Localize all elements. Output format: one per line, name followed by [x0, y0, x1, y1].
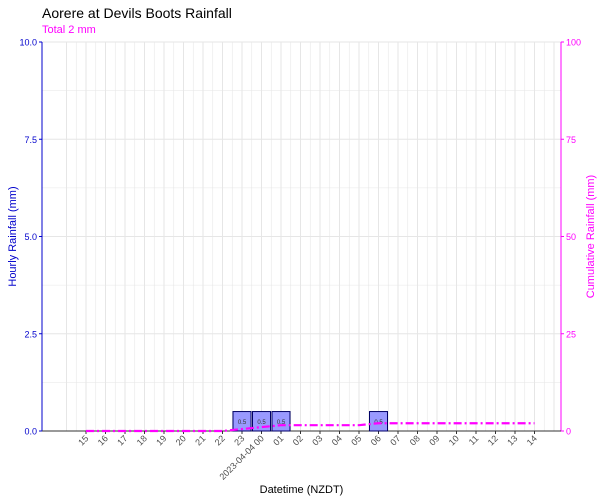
bar-value-label: 0.5 [257, 420, 266, 426]
x-tick-label: 04 [330, 433, 344, 447]
y2-tick-label: 0 [566, 427, 571, 437]
x-tick-label: 11 [467, 433, 481, 447]
x-tick-label: 22 [213, 433, 227, 447]
x-tick-label: 16 [96, 433, 110, 447]
x-tick-label: 01 [271, 433, 285, 447]
y2-tick-label: 100 [566, 38, 581, 48]
y-tick-label: 10.0 [19, 38, 37, 48]
x-axis-title: Datetime (NZDT) [260, 484, 344, 496]
x-tick-label: 12 [486, 433, 500, 447]
x-tick-label: 07 [388, 433, 402, 447]
y-tick-label: 5.0 [24, 232, 37, 242]
x-tick-label: 21 [193, 433, 207, 447]
y2-tick-label: 75 [566, 135, 576, 145]
y-axis-title: Hourly Rainfall (mm) [7, 186, 19, 286]
x-tick-label: 03 [310, 433, 324, 447]
x-tick-label: 14 [525, 433, 539, 447]
y-tick-label: 7.5 [24, 135, 37, 145]
rainfall-bar [232, 411, 252, 432]
y-tick-label: 0.0 [24, 427, 37, 437]
chart-subtitle: Total 2 mm [42, 24, 96, 36]
x-tick-label: 08 [408, 433, 422, 447]
x-tick-label: 06 [369, 433, 383, 447]
x-tick-label: 19 [154, 433, 168, 447]
x-tick-label: 13 [505, 433, 519, 447]
y2-tick-label: 25 [566, 329, 576, 339]
cumulative-rainfall-line [86, 422, 535, 433]
rainfall-bar [369, 411, 388, 432]
x-tick-label: 02 [291, 433, 305, 447]
x-tick-label: 23 [232, 433, 246, 447]
x-tick-label: 10 [447, 433, 461, 447]
x-tick-label: 09 [427, 433, 441, 447]
y-tick-label: 2.5 [24, 329, 37, 339]
y2-axis-title: Cumulative Rainfall (mm) [585, 175, 597, 298]
x-tick-label: 20 [174, 433, 188, 447]
bar-value-label: 0.5 [238, 420, 247, 426]
x-tick-label: 05 [349, 433, 363, 447]
bar-value-label: 0.5 [277, 420, 286, 426]
x-tick-label: 17 [115, 433, 129, 447]
x-tick-label: 15 [76, 433, 90, 447]
y2-tick-label: 50 [566, 232, 576, 242]
chart-title: Aorere at Devils Boots Rainfall [42, 5, 232, 21]
x-tick-label: 18 [135, 433, 149, 447]
